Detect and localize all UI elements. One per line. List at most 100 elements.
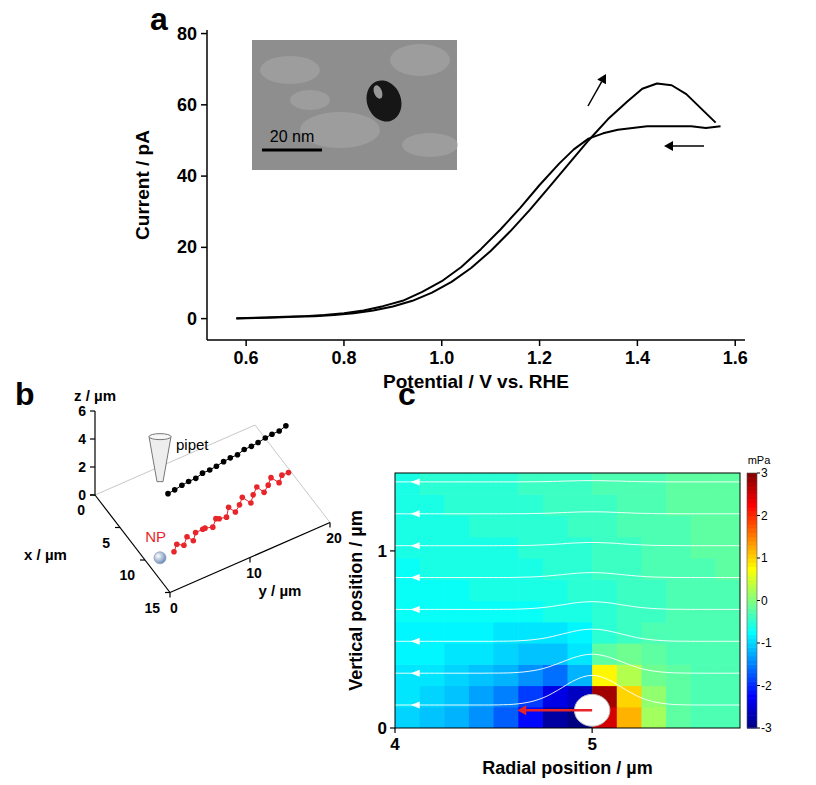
colorbar-slice [747,643,757,648]
colorbar-slice [747,571,757,576]
heatmap-cell [715,601,740,623]
colorbar-tick [757,600,760,601]
colorbar-slice [747,482,757,487]
heatmap-cell [592,494,617,516]
inset-texture [390,44,450,76]
trajectory-point [179,483,185,489]
x-tick-label: 4 [390,735,400,754]
colorbar-slice [747,626,757,631]
trajectory-point [221,459,227,465]
streamline [395,573,740,578]
heatmap-cell [469,494,494,516]
heatmap-cell [568,537,593,559]
heatmap-cell [420,537,445,559]
arrow-shaft [673,145,704,147]
x-tick [90,494,95,495]
x-tick-label: 10 [119,567,135,583]
streamline-arrow [411,670,420,677]
z-axis [94,411,95,495]
colorbar-slice [747,711,757,716]
heatmap-cell [518,686,543,708]
panel-letter: c [398,376,416,412]
colorbar-slice [747,698,757,703]
pipet-rim [149,434,171,440]
colorbar-title: mPa [748,454,772,466]
colorbar-slice [747,660,757,665]
inset-background [252,40,457,170]
y-axis-title: Vertical position / µm [346,510,366,690]
heatmap-cell [666,643,691,665]
heatmap-cell [444,473,469,495]
trajectory-point [237,502,243,508]
trajectory-point [226,505,232,511]
heatmap-cell [617,473,642,495]
trajectory-point [255,440,261,446]
floor-edge [95,425,255,495]
trajectory-point [263,435,269,441]
heatmap-cell [592,579,617,601]
heatmap-cell [494,643,519,665]
colorbar-slice [747,558,757,563]
x-tick-label: 1.4 [625,348,650,368]
heatmap-cell [568,622,593,644]
heatmap-cell [568,473,593,495]
streamline-arrow [411,510,420,517]
colorbar-tick-label: 3 [761,466,768,480]
colorbar-slice [747,588,757,593]
z-tick [90,438,95,439]
heatmap-cell [444,707,469,728]
trajectory-point [261,490,267,496]
heatmap-cell [420,622,445,644]
heatmap-cell [666,473,691,495]
trajectory-point [265,482,271,488]
heatmap-cell [420,473,445,495]
colorbar-slice [747,664,757,669]
colorbar-slice [747,486,757,491]
trajectory-point [184,534,190,540]
heatmap-cell [494,516,519,538]
y-tick-label: 0 [378,719,387,738]
streamline [395,629,740,641]
colorbar-slice [747,562,757,567]
z-tick-label: 0 [78,487,86,503]
y-axis [206,30,208,340]
heatmap-cell [420,494,445,516]
heatmap-cell [592,558,617,580]
heatmap-cell [420,579,445,601]
heatmap-cell [469,601,494,623]
colorbar-slice [747,567,757,572]
heatmap-cell [617,622,642,644]
heatmap-cell [444,601,469,623]
heatmap-cell [395,473,420,495]
heatmap-cell [617,516,642,538]
heatmap-cell [518,643,543,665]
arrow [517,705,592,715]
heatmap-cell [641,601,666,623]
heatmap-group [395,473,740,728]
y-tick-label: 20 [177,237,197,257]
x-tick [245,340,247,346]
heatmap-cell [444,622,469,644]
heatmap-cell [518,579,543,601]
heatmap-cell [641,516,666,538]
heatmap-cell [518,537,543,559]
heatmap-cell [494,537,519,559]
z-tick [90,466,95,467]
colorbar-slice [747,673,757,678]
colorbar-slice [747,550,757,555]
colorbar-slice [747,477,757,482]
streamline [395,481,740,482]
colorbar-slice [747,520,757,525]
x-tick [592,728,593,733]
scale-bar [262,149,322,152]
heatmap-cell [666,664,691,686]
colorbar-slice [747,579,757,584]
y-axis-title: Current / pA [132,130,153,240]
heatmap-cell [691,622,716,644]
heatmap-cell [641,473,666,495]
y-tick [201,318,207,320]
y-tick-label: 0 [187,309,197,329]
streamline [395,654,740,673]
colorbar-slice [747,681,757,686]
colorbar-tick [757,558,760,559]
